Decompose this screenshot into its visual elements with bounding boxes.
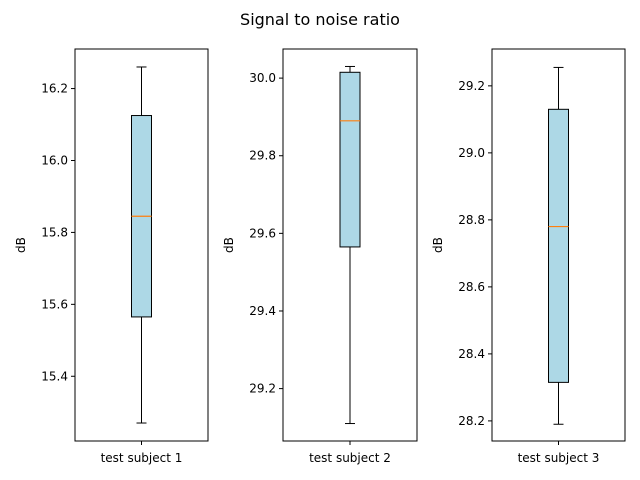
box-2	[339, 71, 361, 248]
y-tick-label-1: 15.4	[41, 369, 68, 383]
box-3	[548, 108, 569, 383]
y-axis-label-1: dB	[14, 237, 28, 253]
y-axis-label-2: dB	[222, 237, 236, 253]
y-tick-label-3: 28.4	[458, 347, 485, 361]
y-tick-label-3: 28.2	[458, 414, 485, 428]
y-tick-label-1: 16.2	[41, 82, 68, 96]
x-tick-label-2: test subject 2	[309, 451, 391, 465]
x-tick-label-3: test subject 3	[518, 451, 600, 465]
y-tick-label-3: 28.8	[458, 213, 485, 227]
y-tick-label-3: 29.2	[458, 79, 485, 93]
y-tick-label-1: 16.0	[41, 153, 68, 167]
y-tick-label-1: 15.8	[41, 225, 68, 239]
figure-title: Signal to noise ratio	[240, 10, 400, 29]
y-tick-label-3: 28.6	[458, 280, 485, 294]
y-tick-label-2: 30.0	[249, 71, 276, 85]
y-tick-label-2: 29.6	[249, 226, 276, 240]
y-tick-label-3: 29.0	[458, 146, 485, 160]
y-tick-label-1: 15.6	[41, 297, 68, 311]
y-tick-label-2: 29.2	[249, 382, 276, 396]
y-tick-label-2: 29.8	[249, 149, 276, 163]
y-tick-label-2: 29.4	[249, 304, 276, 318]
y-axis-label-3: dB	[431, 237, 445, 253]
x-tick-label-1: test subject 1	[101, 451, 183, 465]
